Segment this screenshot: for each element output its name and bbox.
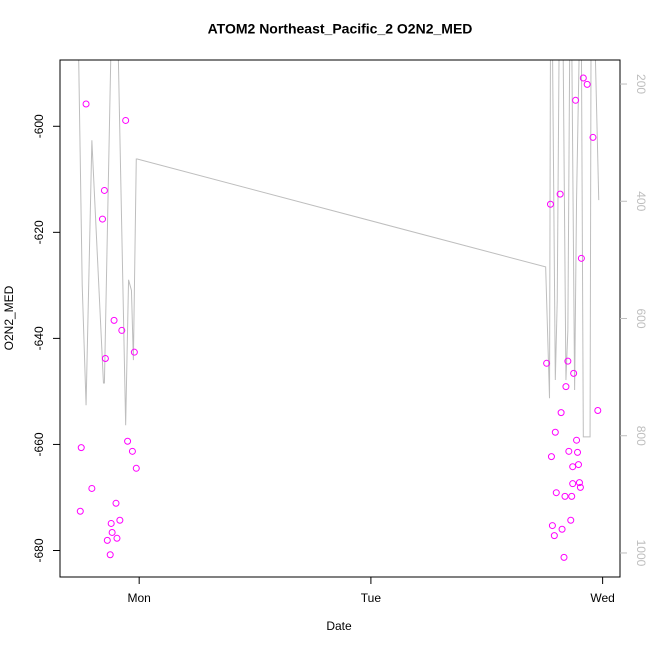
point bbox=[77, 444, 85, 452]
plot-area bbox=[76, 60, 602, 561]
point bbox=[552, 489, 560, 497]
point bbox=[574, 461, 582, 469]
plot-frame bbox=[59, 59, 621, 578]
point bbox=[570, 369, 578, 377]
y2-tick-label: 600 bbox=[634, 308, 648, 328]
point bbox=[101, 355, 109, 363]
point bbox=[547, 453, 555, 461]
point bbox=[82, 100, 90, 108]
point bbox=[113, 534, 121, 542]
y-axis-label: O2N2_MED bbox=[2, 285, 16, 350]
point bbox=[556, 190, 564, 198]
point bbox=[564, 357, 572, 365]
y-tick-label: -600 bbox=[32, 114, 46, 138]
point bbox=[560, 553, 568, 561]
point bbox=[88, 484, 96, 492]
series-line bbox=[78, 60, 600, 438]
y2-tick-label: 800 bbox=[634, 426, 648, 446]
point bbox=[583, 80, 591, 88]
point bbox=[558, 525, 566, 533]
y2-tick-label: 400 bbox=[634, 191, 648, 211]
point bbox=[551, 428, 559, 436]
point bbox=[573, 436, 581, 444]
y-tick-label: -620 bbox=[32, 220, 46, 244]
point bbox=[132, 464, 140, 472]
x-tick-label: Tue bbox=[361, 591, 382, 605]
point bbox=[76, 507, 84, 515]
point bbox=[565, 447, 573, 455]
point bbox=[562, 383, 570, 391]
x-tick-label: Mon bbox=[128, 591, 151, 605]
point bbox=[567, 516, 575, 524]
point bbox=[98, 215, 106, 223]
point bbox=[577, 254, 585, 262]
point bbox=[106, 551, 114, 559]
point bbox=[543, 359, 551, 367]
point bbox=[574, 448, 582, 456]
y-tick-label: -640 bbox=[32, 326, 46, 350]
point bbox=[561, 492, 569, 500]
point bbox=[100, 186, 108, 194]
point bbox=[575, 479, 583, 487]
y2-tick-label: 200 bbox=[634, 74, 648, 94]
point bbox=[112, 499, 120, 507]
point bbox=[576, 483, 584, 491]
point bbox=[124, 437, 132, 445]
point bbox=[122, 116, 130, 124]
point bbox=[546, 200, 554, 208]
y2-tick-label: 1000 bbox=[634, 540, 648, 567]
point bbox=[589, 133, 597, 141]
point bbox=[130, 348, 138, 356]
point bbox=[116, 516, 124, 524]
point bbox=[557, 409, 565, 417]
point bbox=[594, 406, 602, 414]
point bbox=[568, 492, 576, 500]
point bbox=[579, 74, 587, 82]
point bbox=[569, 480, 577, 488]
point bbox=[107, 519, 115, 527]
x-axis-label: Date bbox=[326, 619, 352, 633]
y-tick-label: -680 bbox=[32, 538, 46, 562]
point bbox=[548, 522, 556, 530]
point bbox=[128, 447, 136, 455]
point bbox=[110, 316, 118, 324]
point bbox=[118, 326, 126, 334]
chart-title: ATOM2 Northeast_Pacific_2 O2N2_MED bbox=[208, 21, 473, 37]
point bbox=[108, 528, 116, 536]
point bbox=[569, 463, 577, 471]
x-tick-label: Wed bbox=[590, 591, 614, 605]
y-tick-label: -660 bbox=[32, 432, 46, 456]
point bbox=[103, 536, 111, 544]
point bbox=[572, 96, 580, 104]
point bbox=[550, 532, 558, 540]
